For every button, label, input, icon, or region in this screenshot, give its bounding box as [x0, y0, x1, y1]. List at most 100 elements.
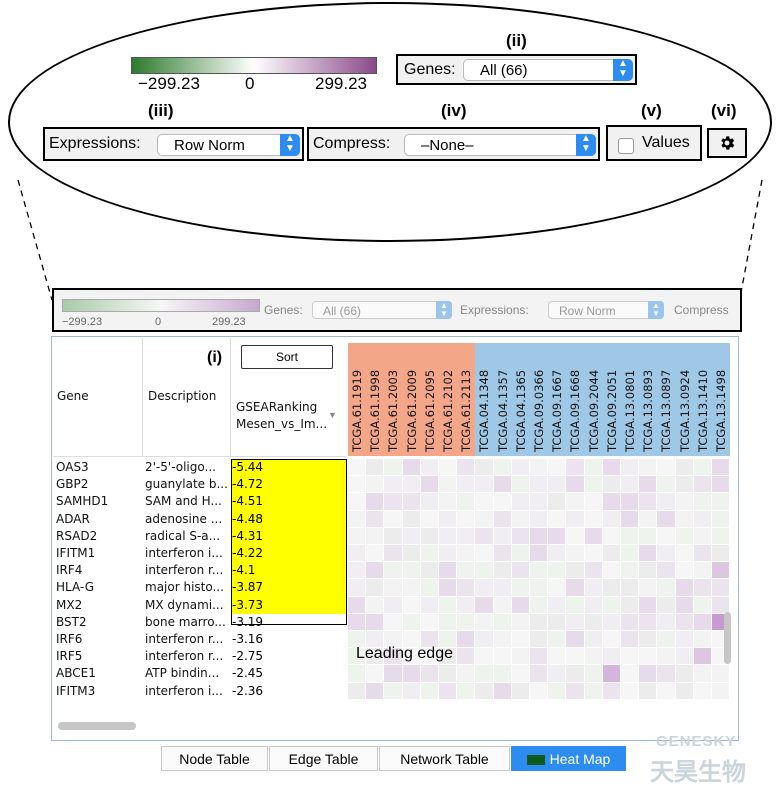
- heatmap-cell[interactable]: [639, 476, 658, 494]
- heatmap-cell[interactable]: [675, 665, 694, 683]
- heatmap-cell[interactable]: [548, 648, 567, 666]
- description-cell[interactable]: interferon i...: [145, 546, 223, 560]
- heatmap-cell[interactable]: [566, 631, 585, 649]
- description-cell[interactable]: interferon i...: [145, 683, 223, 698]
- heatmap-cell[interactable]: [420, 682, 439, 700]
- heatmap-cell[interactable]: [712, 493, 731, 511]
- heatmap-cell[interactable]: [712, 510, 731, 528]
- heatmap-cell[interactable]: [657, 613, 676, 631]
- heatmap-cell[interactable]: [566, 527, 585, 545]
- gene-cell[interactable]: HLA-G: [56, 580, 94, 595]
- heatmap-cell[interactable]: [639, 459, 658, 477]
- ranking-cell[interactable]: -2.45: [232, 666, 264, 681]
- heatmap-cell[interactable]: [402, 665, 421, 683]
- horizontal-scrollbar[interactable]: [58, 722, 136, 730]
- heatmap-cell[interactable]: [530, 459, 549, 477]
- heatmap-cell[interactable]: [348, 682, 367, 700]
- ranking-cell[interactable]: -4.72: [231, 476, 347, 494]
- heatmap-cell[interactable]: [530, 545, 549, 563]
- heatmap-cell[interactable]: [493, 596, 512, 614]
- heatmap-cell[interactable]: [348, 476, 367, 494]
- heatmap-cell[interactable]: [475, 510, 494, 528]
- heatmap-cell[interactable]: [511, 510, 530, 528]
- ranking-cell[interactable]: -2.75: [232, 649, 264, 664]
- heatmap-cell[interactable]: [584, 510, 603, 528]
- heatmap-cell[interactable]: [639, 682, 658, 700]
- heatmap-cell[interactable]: [402, 459, 421, 477]
- heatmap-cell[interactable]: [548, 665, 567, 683]
- heatmap-cell[interactable]: [566, 613, 585, 631]
- heatmap-cell[interactable]: [675, 527, 694, 545]
- heatmap-cell[interactable]: [420, 596, 439, 614]
- heatmap-cell[interactable]: [439, 493, 458, 511]
- heatmap-cell[interactable]: [384, 527, 403, 545]
- heatmap-cell[interactable]: [384, 596, 403, 614]
- heatmap-cell[interactable]: [493, 510, 512, 528]
- heatmap-cell[interactable]: [402, 613, 421, 631]
- heatmap-cell[interactable]: [548, 510, 567, 528]
- heatmap-cell[interactable]: [439, 682, 458, 700]
- heatmap-cell[interactable]: [420, 527, 439, 545]
- heatmap-cell[interactable]: [639, 596, 658, 614]
- description-cell[interactable]: radical S-a...: [145, 528, 221, 543]
- heatmap-cell[interactable]: [475, 665, 494, 683]
- heatmap-cell[interactable]: [366, 631, 385, 649]
- heatmap-cell[interactable]: [493, 631, 512, 649]
- heatmap-cell[interactable]: [675, 682, 694, 700]
- heatmap-cell[interactable]: [511, 665, 530, 683]
- heatmap-cell[interactable]: [366, 476, 385, 494]
- heatmap-cell[interactable]: [439, 527, 458, 545]
- heatmap-cell[interactable]: [475, 648, 494, 666]
- description-cell[interactable]: MX dynami...: [145, 597, 224, 612]
- heatmap-cell[interactable]: [493, 613, 512, 631]
- heatmap-cell[interactable]: [402, 596, 421, 614]
- heatmap-cell[interactable]: [602, 527, 621, 545]
- heatmap-cell[interactable]: [457, 665, 476, 683]
- sample-header[interactable]: TCGA.61.2113: [457, 343, 476, 456]
- heatmap-cell[interactable]: [420, 459, 439, 477]
- heatmap-cell[interactable]: [657, 596, 676, 614]
- heatmap-cell[interactable]: [639, 510, 658, 528]
- heatmap-cell[interactable]: [402, 476, 421, 494]
- heatmap-cell[interactable]: [675, 510, 694, 528]
- heatmap-cell[interactable]: [693, 665, 712, 683]
- heatmap-cell[interactable]: [566, 476, 585, 494]
- heatmap-cell[interactable]: [475, 596, 494, 614]
- heatmap-cell[interactable]: [712, 682, 731, 700]
- sample-header[interactable]: TCGA.13.0897: [657, 343, 676, 456]
- heatmap-cell[interactable]: [530, 510, 549, 528]
- heatmap-cell[interactable]: [366, 527, 385, 545]
- heatmap-cell[interactable]: [457, 527, 476, 545]
- heatmap-cell[interactable]: [693, 476, 712, 494]
- heatmap-cell[interactable]: [493, 527, 512, 545]
- heatmap-cell[interactable]: [457, 596, 476, 614]
- description-cell[interactable]: SAM and H...: [145, 494, 222, 509]
- heatmap-cell[interactable]: [621, 493, 640, 511]
- heatmap-cell[interactable]: [530, 665, 549, 683]
- heatmap-cell[interactable]: [584, 579, 603, 597]
- heatmap-cell[interactable]: [384, 665, 403, 683]
- heatmap-cell[interactable]: [402, 579, 421, 597]
- heatmap-cell[interactable]: [657, 476, 676, 494]
- heatmap-cell[interactable]: [621, 562, 640, 580]
- heatmap-cell[interactable]: [457, 562, 476, 580]
- heatmap-cell[interactable]: [602, 682, 621, 700]
- heatmap-cell[interactable]: [348, 459, 367, 477]
- heatmap-cell[interactable]: [420, 631, 439, 649]
- genes-select[interactable]: All (66) ▲ ▼: [463, 59, 633, 81]
- heatmap-cell[interactable]: [548, 579, 567, 597]
- heatmap-cell[interactable]: [348, 545, 367, 563]
- heatmap-cell[interactable]: [675, 562, 694, 580]
- heatmap-cell[interactable]: [439, 648, 458, 666]
- heatmap-cell[interactable]: [493, 459, 512, 477]
- heatmap-cell[interactable]: [439, 562, 458, 580]
- tab-edge-table[interactable]: Edge Table: [269, 746, 378, 771]
- heatmap-cell[interactable]: [475, 579, 494, 597]
- gene-cell[interactable]: IFITM1: [56, 546, 96, 560]
- sample-header[interactable]: TCGA.61.2102: [439, 343, 458, 456]
- heatmap-cell[interactable]: [566, 493, 585, 511]
- heatmap-cell[interactable]: [639, 648, 658, 666]
- heatmap-cell[interactable]: [621, 476, 640, 494]
- heatmap-cell[interactable]: [584, 527, 603, 545]
- heatmap-cell[interactable]: [457, 682, 476, 700]
